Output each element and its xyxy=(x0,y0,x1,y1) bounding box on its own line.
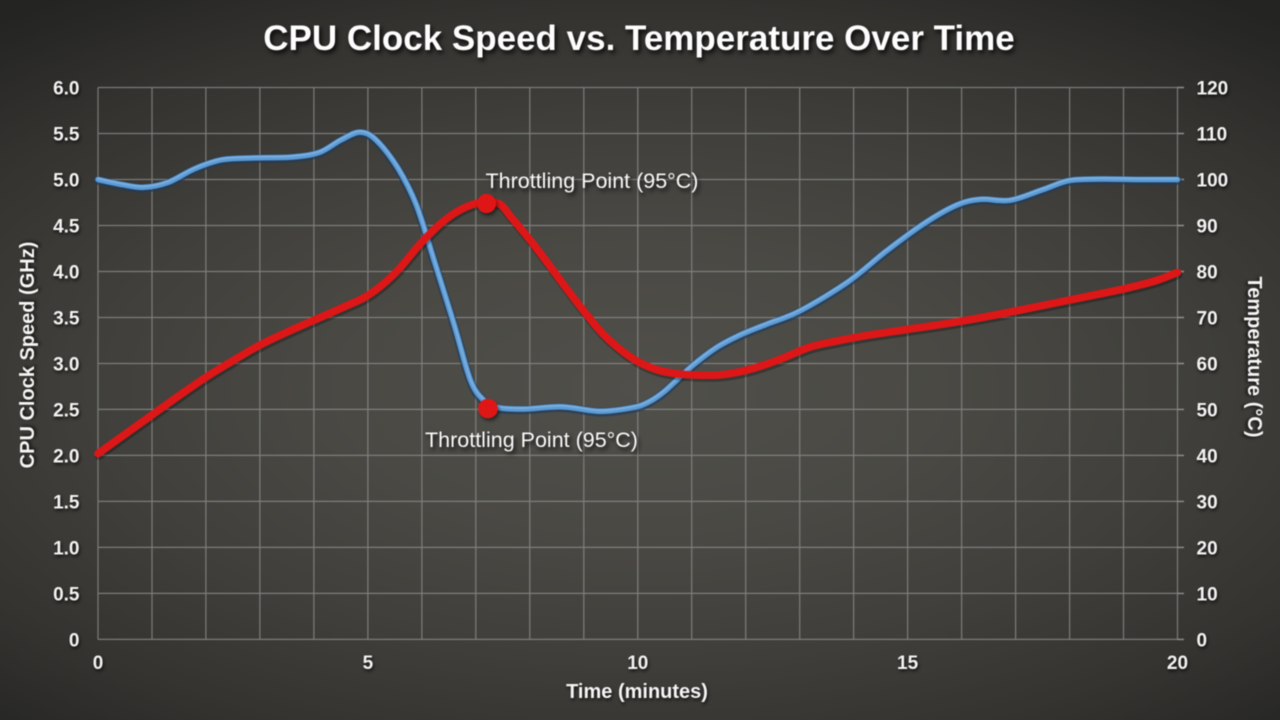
svg-text:Throttling Point (95°C): Throttling Point (95°C) xyxy=(486,169,699,193)
svg-text:5.0: 5.0 xyxy=(53,171,79,192)
svg-text:4.0: 4.0 xyxy=(53,263,79,284)
svg-text:15: 15 xyxy=(897,653,919,674)
svg-text:70: 70 xyxy=(1197,309,1218,330)
svg-text:80: 80 xyxy=(1197,263,1218,284)
svg-text:1.5: 1.5 xyxy=(53,492,80,513)
svg-text:Throttling Point (95°C): Throttling Point (95°C) xyxy=(425,428,638,452)
svg-text:CPU Clock Speed vs. Temperatur: CPU Clock Speed vs. Temperature Over Tim… xyxy=(263,19,1015,58)
svg-text:Time (minutes): Time (minutes) xyxy=(566,681,708,703)
svg-text:60: 60 xyxy=(1197,355,1218,376)
svg-text:1.0: 1.0 xyxy=(53,538,79,559)
svg-text:10: 10 xyxy=(1197,584,1218,605)
svg-text:30: 30 xyxy=(1197,492,1218,513)
svg-text:5: 5 xyxy=(363,653,374,674)
svg-text:5.5: 5.5 xyxy=(53,125,80,146)
svg-text:110: 110 xyxy=(1197,125,1228,146)
svg-text:100: 100 xyxy=(1197,171,1229,192)
svg-text:0: 0 xyxy=(69,630,80,651)
svg-text:0: 0 xyxy=(93,653,104,674)
svg-text:120: 120 xyxy=(1197,79,1229,100)
svg-text:40: 40 xyxy=(1197,446,1218,467)
svg-text:0.5: 0.5 xyxy=(53,584,80,605)
svg-text:2.0: 2.0 xyxy=(53,446,79,467)
svg-text:3.0: 3.0 xyxy=(53,355,79,376)
svg-text:20: 20 xyxy=(1197,538,1218,559)
svg-text:10: 10 xyxy=(627,653,648,674)
svg-text:CPU Clock Speed (GHz): CPU Clock Speed (GHz) xyxy=(17,242,39,469)
svg-text:6.0: 6.0 xyxy=(53,79,79,100)
svg-text:2.5: 2.5 xyxy=(53,400,80,421)
svg-text:90: 90 xyxy=(1197,217,1218,238)
svg-text:20: 20 xyxy=(1167,653,1188,674)
svg-text:Temperature (°C): Temperature (°C) xyxy=(1243,277,1265,438)
svg-text:50: 50 xyxy=(1197,400,1218,421)
svg-text:4.5: 4.5 xyxy=(53,217,80,238)
svg-text:0: 0 xyxy=(1197,630,1208,651)
svg-text:3.5: 3.5 xyxy=(53,309,80,330)
